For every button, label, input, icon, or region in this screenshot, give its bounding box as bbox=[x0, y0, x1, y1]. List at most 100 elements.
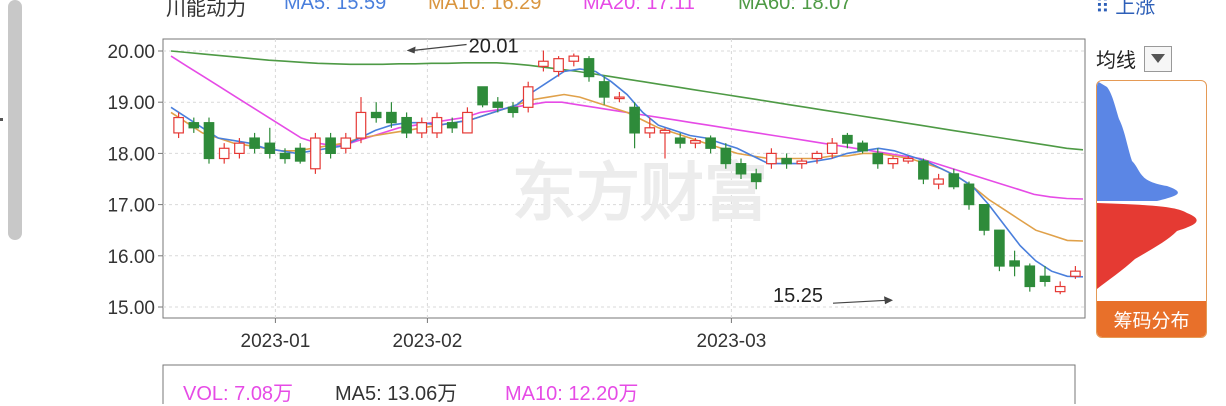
annotation-arrowhead bbox=[406, 46, 416, 54]
candle-body bbox=[659, 129, 671, 134]
top-right-link[interactable]: ⠿ 上涨 bbox=[1095, 0, 1155, 19]
annotation-arrowhead bbox=[884, 296, 893, 305]
legend-ma10: MA10: 16.29 bbox=[428, 0, 542, 14]
candle-body bbox=[325, 137, 336, 154]
candle-body bbox=[902, 157, 914, 162]
plot-frame bbox=[162, 38, 1086, 319]
candle-body bbox=[933, 178, 944, 185]
chip-distribution-graph bbox=[1097, 81, 1197, 289]
ma10-line bbox=[170, 93, 1084, 242]
candle-body bbox=[1054, 285, 1066, 293]
candle-body bbox=[249, 137, 260, 149]
watermark: 东方财富 bbox=[512, 157, 768, 231]
candle-body bbox=[1009, 260, 1020, 267]
ma5-line bbox=[170, 68, 1084, 278]
y-tick-label: 18.00 bbox=[107, 144, 155, 165]
y-tick-label: 15.00 bbox=[107, 298, 155, 319]
candle-body bbox=[386, 111, 397, 124]
candle-body bbox=[522, 86, 534, 108]
volume-ma10: MA10: 12.20万 bbox=[505, 383, 639, 405]
x-tick-label: 2023-01 bbox=[241, 331, 311, 352]
candle-body bbox=[188, 122, 200, 129]
candle-body bbox=[842, 134, 853, 144]
annotation-pointer bbox=[832, 299, 890, 304]
candle-body bbox=[234, 142, 245, 155]
chip-distribution-button[interactable]: 筹码分布 bbox=[1097, 301, 1206, 337]
candle-body bbox=[1070, 270, 1081, 277]
legend-ma5: MA5: 15.59 bbox=[284, 0, 387, 14]
candle-body bbox=[857, 142, 868, 152]
candle-body bbox=[720, 147, 732, 165]
candle-body bbox=[766, 152, 777, 165]
chip-profit-area bbox=[1097, 81, 1178, 201]
ma60-line bbox=[170, 50, 1084, 151]
candle-body bbox=[887, 157, 899, 165]
candle-body bbox=[477, 86, 488, 106]
candle-body bbox=[294, 147, 306, 162]
chip-loss-area bbox=[1097, 203, 1197, 289]
x-tick-label: 2023-02 bbox=[393, 331, 463, 352]
chevron-down-icon bbox=[1151, 54, 1165, 63]
top-right-link-label: 上涨 bbox=[1115, 0, 1156, 18]
candle-body bbox=[370, 111, 382, 119]
candle-body bbox=[826, 142, 838, 155]
candle-body bbox=[629, 106, 640, 134]
y-tick-label: 20.00 bbox=[107, 42, 155, 63]
candle-body bbox=[781, 157, 792, 165]
candle-body bbox=[507, 106, 519, 114]
candle-body bbox=[492, 101, 504, 108]
candle-body bbox=[690, 140, 701, 144]
candle-body bbox=[401, 116, 412, 134]
top-right-icon: ⠿ bbox=[1095, 0, 1116, 18]
volume-ma5: MA5: 13.06万 bbox=[335, 383, 458, 405]
y-tick-label: 17.00 bbox=[107, 196, 155, 217]
candle-body bbox=[994, 229, 1005, 267]
candle-body bbox=[340, 137, 352, 149]
candle-body bbox=[978, 204, 990, 231]
candle-body bbox=[416, 122, 428, 134]
candle-body bbox=[446, 122, 458, 129]
volume-label: VOL: 7.08万 bbox=[183, 383, 294, 405]
x-tick-label: 2023-03 bbox=[697, 331, 767, 352]
candle-body bbox=[462, 111, 473, 134]
candle-body bbox=[614, 96, 625, 100]
candle-body bbox=[796, 160, 808, 165]
candle-body bbox=[203, 122, 215, 160]
scrollbar[interactable] bbox=[8, 0, 22, 240]
candle-body bbox=[750, 173, 762, 183]
candle-body bbox=[872, 152, 884, 165]
candle-body bbox=[553, 58, 564, 73]
candle-body bbox=[355, 111, 367, 139]
legend-ma60: MA60: 18.07 bbox=[738, 0, 852, 14]
kline-chart: 20.00 19.00 18.00 17.00 16.00 15.00 2023-01 202… bbox=[107, 35, 1086, 404]
y-tick-label: 16.00 bbox=[107, 247, 155, 268]
left-edge-mark bbox=[0, 118, 3, 121]
y-tick-label: 19.00 bbox=[107, 93, 155, 114]
annotation-high: 20.01 bbox=[469, 35, 519, 57]
candle-body bbox=[218, 147, 230, 160]
candle-body bbox=[644, 127, 656, 134]
candle-body bbox=[568, 55, 580, 62]
candle-body bbox=[674, 137, 686, 144]
candle-body bbox=[598, 81, 610, 98]
candle-body bbox=[538, 60, 549, 67]
candle-body bbox=[583, 58, 595, 78]
candle-body bbox=[264, 142, 276, 155]
candle-body bbox=[310, 137, 321, 170]
candle-body bbox=[948, 173, 960, 188]
candle-body bbox=[1039, 275, 1051, 282]
ma-selector[interactable]: 均线 bbox=[1096, 44, 1172, 73]
candle-body bbox=[173, 116, 184, 134]
volume-panel-frame bbox=[162, 364, 1076, 404]
legend-stock-name: 川能动力 bbox=[166, 0, 246, 20]
dropdown-button[interactable] bbox=[1144, 45, 1172, 72]
candle-body bbox=[963, 183, 975, 206]
candle-body bbox=[1024, 265, 1036, 288]
annotation-pointer bbox=[412, 43, 467, 52]
ma-selector-label: 均线 bbox=[1096, 50, 1136, 72]
chip-distribution-panel[interactable]: 筹码分布 bbox=[1096, 80, 1207, 338]
candle-body bbox=[918, 160, 929, 180]
legend-ma20: MA20: 17.11 bbox=[583, 0, 695, 14]
candle-body bbox=[431, 116, 443, 134]
candle-body bbox=[705, 137, 716, 149]
